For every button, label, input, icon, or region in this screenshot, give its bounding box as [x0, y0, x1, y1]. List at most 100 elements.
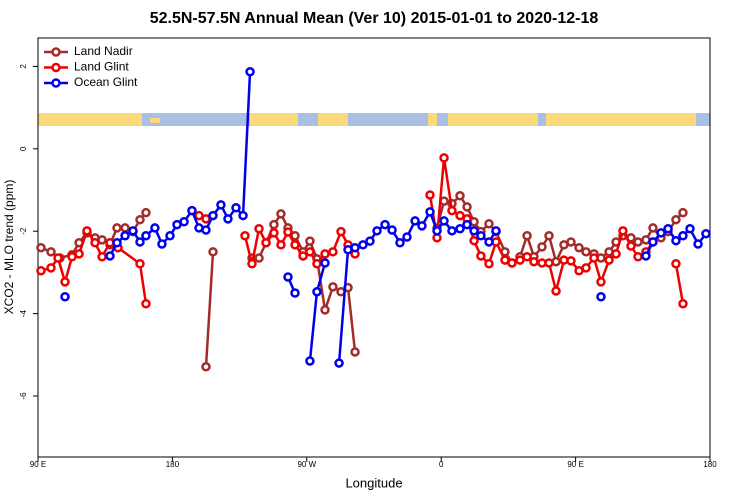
data-point: [358, 240, 368, 250]
data-point: [328, 247, 338, 257]
data-point: [663, 224, 673, 234]
data-point: [320, 249, 330, 259]
data-point: [462, 219, 472, 230]
data-point: [432, 226, 442, 236]
data-point: [380, 219, 390, 230]
data-point: [135, 237, 145, 247]
x-tick-label: 180: [166, 460, 180, 469]
data-point: [74, 249, 84, 259]
data-point: [135, 214, 145, 225]
data-point: [491, 226, 501, 236]
legend-marker: [51, 62, 61, 73]
data-point: [469, 235, 479, 246]
data-point: [589, 253, 599, 263]
data-point: [60, 277, 70, 287]
data-point: [269, 219, 279, 230]
x-tick-label: 180: [703, 460, 717, 469]
data-point: [216, 200, 226, 210]
data-point: [581, 247, 591, 257]
data-point: [276, 209, 286, 219]
data-point: [90, 238, 100, 248]
data-point: [544, 231, 554, 241]
y-tick-label: -6: [19, 392, 28, 400]
data-point: [678, 207, 688, 218]
data-point: [656, 228, 666, 238]
data-point: [350, 347, 360, 357]
data-point: [544, 258, 554, 268]
data-point: [484, 259, 494, 269]
data-point: [701, 228, 711, 239]
data-point: [469, 226, 479, 236]
x-tick-label: 0: [439, 460, 444, 469]
data-point: [678, 231, 688, 241]
data-point: [245, 67, 255, 77]
data-point: [678, 298, 688, 309]
legend-label: Ocean Glint: [74, 75, 138, 89]
x-axis-label: Longitude: [345, 475, 402, 490]
data-point: [439, 216, 449, 226]
data-point: [671, 214, 681, 225]
data-point: [476, 231, 486, 241]
data-point: [320, 258, 330, 268]
data-point: [141, 231, 151, 241]
x-tick-label: 90 E: [30, 460, 46, 469]
data-point: [633, 252, 643, 262]
data-point: [476, 251, 486, 261]
data-point: [455, 191, 465, 201]
data-point: [537, 242, 547, 252]
surface-strip: [38, 113, 710, 126]
y-tick-label: 0: [19, 146, 28, 151]
data-point: [581, 263, 591, 273]
data-point: [574, 242, 584, 253]
data-point: [633, 237, 643, 247]
y-axis-label: XCO2 - MLO trend (ppm): [2, 180, 16, 315]
data-point: [648, 223, 658, 233]
data-point: [648, 237, 658, 247]
data-point: [365, 236, 375, 246]
legend-marker: [51, 47, 61, 57]
data-point: [522, 231, 532, 241]
data-point: [150, 223, 160, 233]
data-point: [36, 266, 46, 276]
data-point: [46, 263, 56, 273]
data-point: [455, 224, 465, 234]
data-point: [240, 231, 250, 241]
data-point: [312, 287, 322, 297]
data-point: [402, 232, 412, 242]
data-point: [641, 251, 651, 261]
data-point: [201, 225, 211, 235]
data-point: [596, 291, 606, 302]
data-point: [290, 288, 300, 298]
y-tick-label: -2: [19, 227, 28, 235]
data-point: [238, 210, 248, 221]
data-point: [290, 240, 300, 250]
data-point: [484, 219, 494, 229]
data-point: [165, 231, 175, 241]
data-point: [46, 247, 56, 257]
data-point: [425, 207, 435, 217]
data-point: [596, 277, 606, 287]
data-point: [135, 259, 145, 269]
data-point: [372, 226, 382, 236]
data-point: [201, 214, 211, 224]
data-point: [208, 247, 218, 257]
data-point: [247, 259, 257, 269]
legend-marker: [51, 78, 61, 88]
data-point: [201, 362, 211, 372]
data-point: [417, 221, 427, 231]
data-point: [179, 217, 189, 227]
y-tick-label: -4: [19, 310, 28, 318]
data-point: [283, 272, 293, 282]
data-point: [269, 228, 279, 238]
data-point: [53, 253, 63, 263]
data-point: [447, 205, 457, 216]
data-point: [36, 242, 46, 253]
data-point: [447, 226, 457, 236]
legend-label: Land Glint: [74, 60, 129, 74]
data-point: [305, 236, 315, 246]
data-point: [529, 256, 539, 267]
chart-title: 52.5N-57.5N Annual Mean (Ver 10) 2015-01…: [150, 10, 599, 27]
data-point: [387, 225, 397, 235]
data-point: [507, 258, 517, 268]
